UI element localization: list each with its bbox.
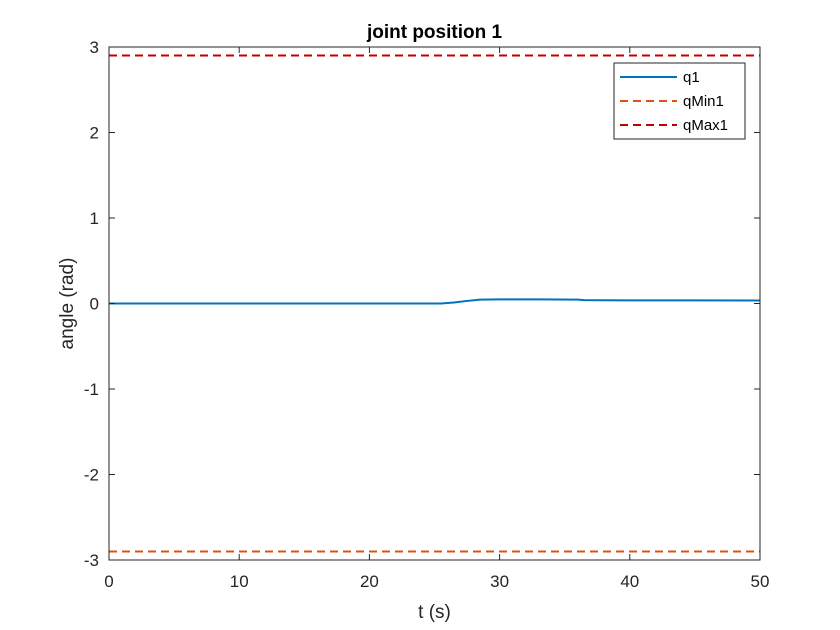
x-tick-label: 50	[751, 572, 770, 591]
y-tick-label: 2	[90, 124, 99, 143]
y-tick-label: -1	[84, 380, 99, 399]
x-axis-ticks: 0 10 20 30 40 50	[104, 47, 769, 591]
legend-entries: q1 qMin1 qMax1	[620, 69, 728, 134]
y-tick-label: -3	[84, 551, 99, 570]
y-axis-ticks: -3 -2 -1 0 1 2 3	[84, 38, 760, 570]
series-layer	[109, 54, 761, 553]
series-line-q1	[109, 298, 761, 305]
x-axis-label: t (s)	[418, 602, 451, 623]
legend: q1 qMin1 qMax1	[613, 62, 746, 140]
y-tick-label: -2	[84, 466, 99, 485]
x-tick-label: 20	[360, 572, 379, 591]
x-tick-label: 30	[490, 572, 509, 591]
y-tick-label: 1	[90, 209, 99, 228]
y-tick-label: 0	[90, 295, 99, 314]
y-tick-label: 3	[90, 38, 99, 57]
y-axis-label: angle (rad)	[57, 258, 78, 350]
legend-label-qmin1: qMin1	[683, 93, 724, 110]
chart-title: joint position 1	[366, 22, 503, 43]
x-tick-label: 40	[620, 572, 639, 591]
legend-label-q1: q1	[683, 69, 700, 86]
legend-label-qmax1: qMax1	[683, 117, 728, 134]
x-tick-label: 10	[230, 572, 249, 591]
x-tick-label: 0	[104, 572, 113, 591]
